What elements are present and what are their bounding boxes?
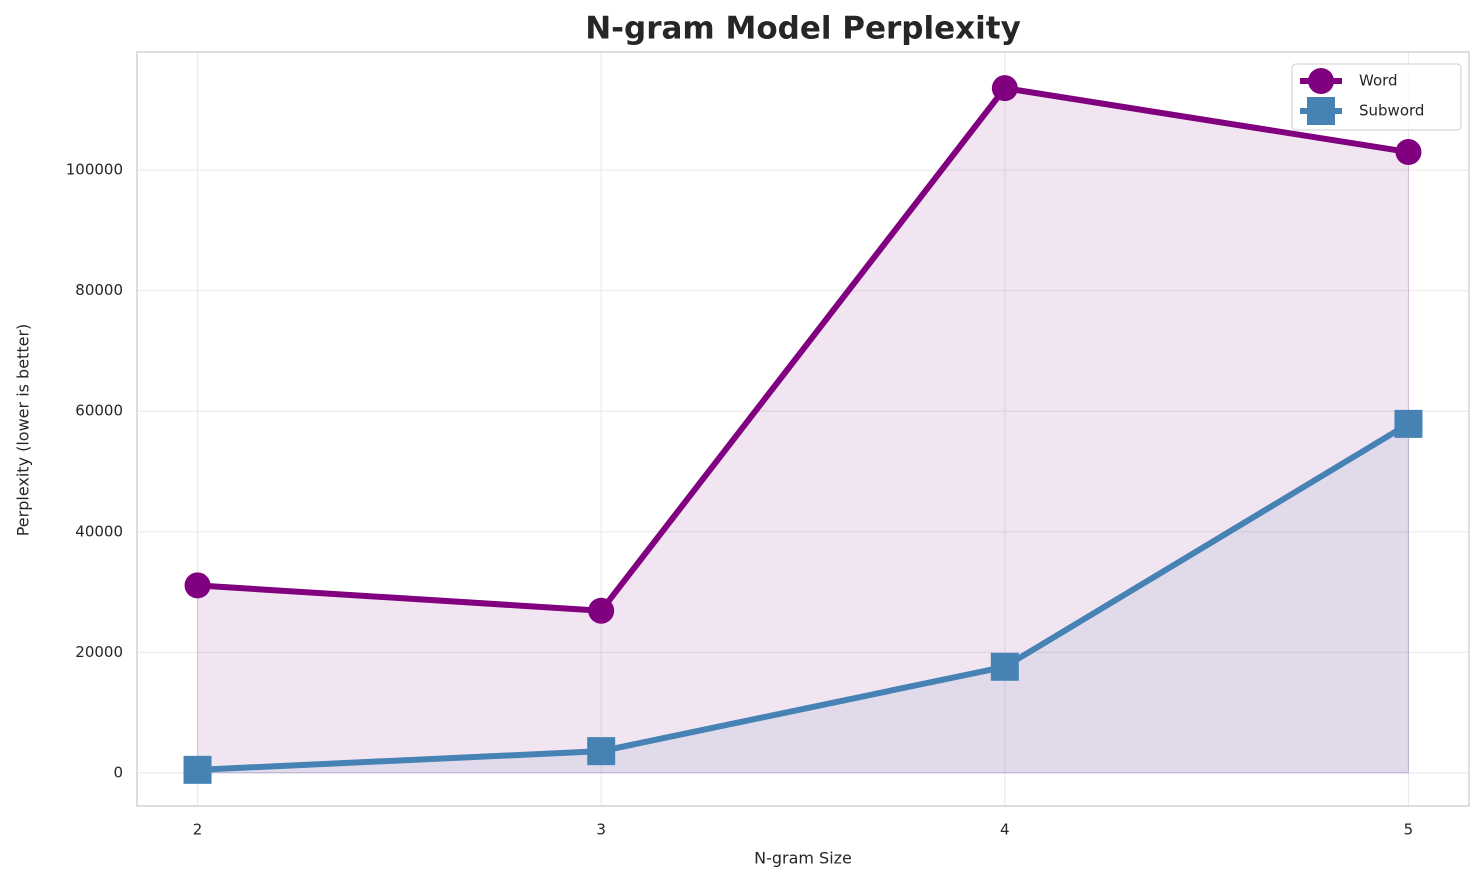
y-tick-label: 80000 (75, 281, 123, 299)
marker (184, 572, 211, 599)
y-tick-label: 100000 (66, 161, 123, 179)
marker (990, 652, 1019, 681)
y-axis-label: Perplexity (lower is better) (14, 324, 33, 537)
grid (137, 52, 1469, 806)
marker (1395, 139, 1422, 166)
legend-label: Subword (1359, 102, 1424, 120)
y-tick-label: 60000 (75, 402, 123, 420)
x-tick-label: 3 (596, 821, 606, 839)
plot-area (183, 75, 1423, 784)
chart-title: N-gram Model Perplexity (585, 11, 1021, 47)
line (197, 421, 1410, 773)
marker (183, 755, 212, 784)
marker (588, 597, 615, 624)
y-tick-label: 0 (113, 763, 123, 781)
marker (1394, 409, 1423, 438)
marker (587, 737, 616, 766)
x-tick-label: 5 (1404, 821, 1414, 839)
x-tick-label: 4 (1000, 821, 1010, 839)
x-tick-label: 2 (193, 821, 203, 839)
legend-label: Word (1359, 72, 1398, 90)
axes-frame (136, 51, 1470, 807)
line (197, 85, 1409, 614)
marker (991, 75, 1018, 102)
marker (1308, 68, 1334, 94)
marker (1307, 97, 1335, 125)
y-tick-label: 20000 (75, 643, 123, 661)
legend: Word Subword (1291, 63, 1462, 131)
y-tick-label: 40000 (75, 522, 123, 540)
x-axis-label: N-gram Size (754, 849, 852, 868)
